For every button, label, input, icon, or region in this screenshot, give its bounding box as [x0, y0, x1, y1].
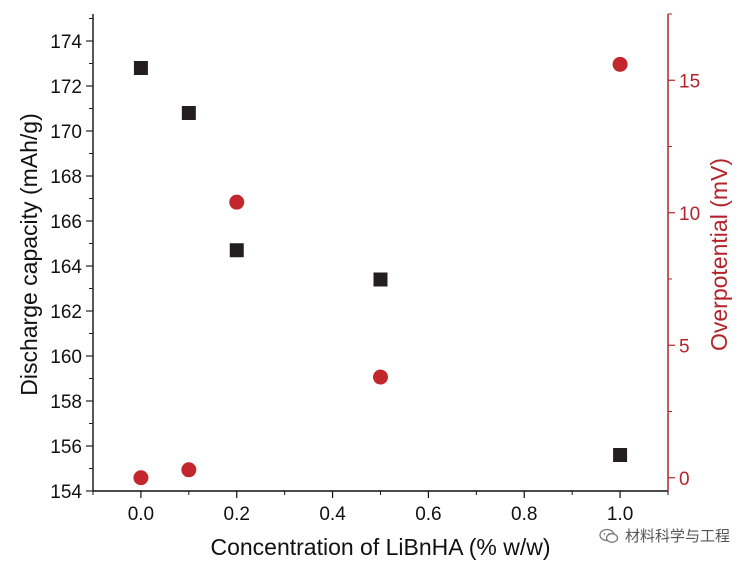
y2-tick-label: 15 [679, 71, 700, 92]
y-axis-right: 0 5 10 15 [668, 13, 700, 490]
wechat-icon [599, 528, 619, 543]
y2-tick-label: 10 [679, 204, 700, 225]
y2-tick-label: 5 [679, 336, 690, 357]
data-point-square [373, 272, 388, 287]
y-axis-left-title: Discharge capacity (mAh/g) [16, 113, 42, 396]
x-tick-label: 1.0 [607, 504, 633, 525]
x-axis-title: Concentration of LiBnHA (% w/w) [210, 534, 550, 560]
data-point-square [229, 243, 244, 258]
data-point-square [133, 61, 148, 75]
watermark-text: 材料科学与工程 [624, 527, 730, 545]
x-tick-label: 0.0 [128, 504, 154, 525]
data-point-square [613, 448, 628, 462]
data-point-circle [612, 56, 628, 72]
x-tick-label: 0.6 [415, 504, 441, 525]
y-axis-right-title: Overpotential (mV) [706, 158, 732, 351]
y-tick-label: 158 [50, 392, 82, 413]
x-tick-label: 0.8 [511, 504, 537, 525]
plot-frame [92, 14, 669, 492]
y-axis-left: 154 156 158 160 162 164 166 168 170 172 174 [50, 18, 93, 503]
y2-tick-label: 0 [679, 469, 690, 490]
y-tick-label: 172 [50, 77, 82, 98]
y-tick-label: 168 [50, 167, 82, 188]
data-point-circle [373, 369, 388, 385]
y-tick-label: 156 [50, 437, 82, 458]
y-tick-label: 170 [50, 122, 82, 143]
y-tick-label: 160 [50, 347, 82, 368]
y-tick-label: 174 [50, 32, 82, 53]
data-point-circle [133, 470, 149, 486]
data-point-circle [229, 194, 245, 210]
data-point-circle [181, 462, 197, 478]
y-tick-label: 154 [50, 482, 82, 503]
x-tick-label: 0.4 [319, 504, 346, 525]
x-tick-label: 0.2 [224, 504, 250, 525]
watermark: 材料科学与工程 [599, 525, 730, 546]
y-tick-label: 162 [50, 302, 82, 323]
data-point-square [181, 106, 196, 120]
y-tick-label: 164 [50, 257, 82, 278]
x-axis: 0.0 0.2 0.4 0.6 0.8 1.0 [92, 491, 669, 525]
y-tick-label: 166 [50, 212, 82, 233]
data-points [133, 56, 628, 486]
